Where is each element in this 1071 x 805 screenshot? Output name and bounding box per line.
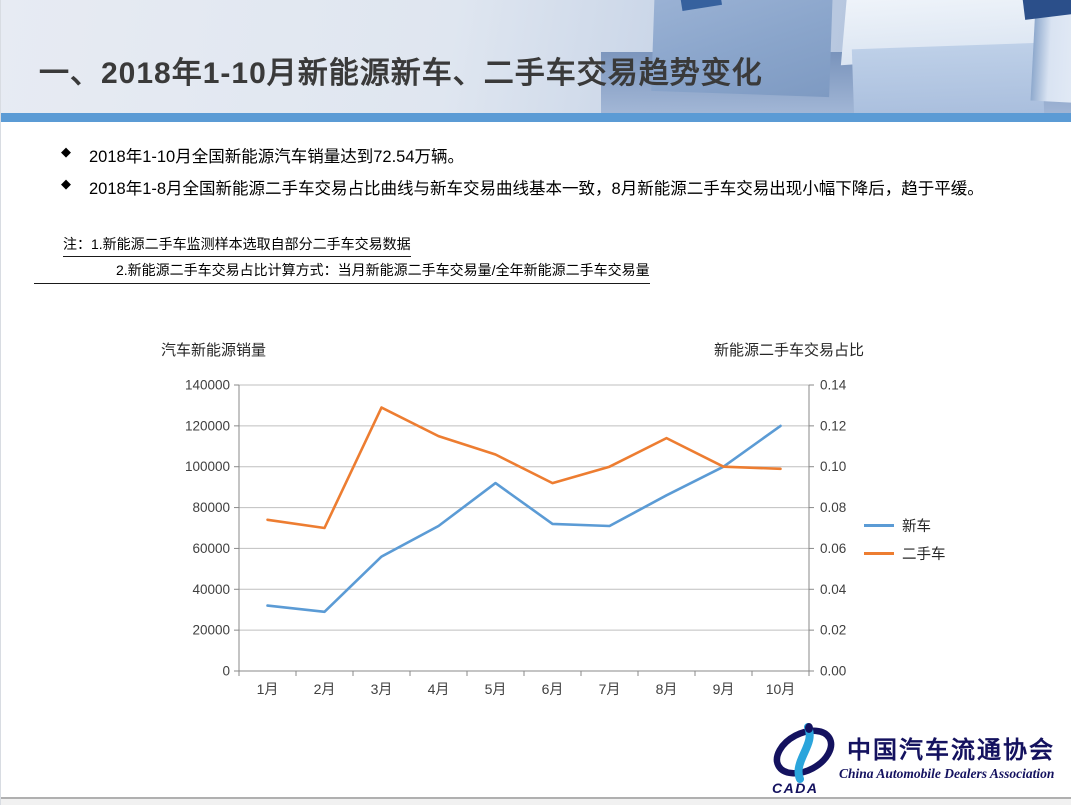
header-decoration-cube bbox=[851, 42, 1045, 113]
left-axis-tick-label: 40000 bbox=[192, 582, 230, 597]
legend-label: 新车 bbox=[902, 518, 931, 535]
header-decoration-cube bbox=[1030, 4, 1071, 104]
cada-logo: CADA 中国汽车流通协会 China Automobile Dealers A… bbox=[771, 720, 1071, 796]
logo-text-cn: 中国汽车流通协会 bbox=[847, 738, 1055, 764]
chart-area: 0 0.00 20000 0.02 40000 0.04 60000 0.06 80000 0.0… bbox=[151, 375, 871, 705]
left-axis-tick-label: 140000 bbox=[185, 378, 230, 393]
trend-line-chart: 0 0.00 20000 0.02 40000 0.04 60000 0.06 80000 0.0… bbox=[185, 378, 847, 698]
bullet-diamond-icon: ◆ bbox=[61, 176, 71, 191]
bullet-text: 2018年1-10月全国新能源汽车销量达到72.54万辆。 bbox=[89, 148, 465, 166]
x-axis-category-label: 8月 bbox=[656, 681, 678, 697]
slide-bottom-strip bbox=[1, 799, 1071, 805]
series-line-二手车 bbox=[266, 406, 782, 530]
bullet-item: ◆ 2018年1-8月全国新能源二手车交易占比曲线与新车交易曲线基本一致，8月新… bbox=[61, 173, 1021, 205]
right-axis-tick-label: 0.00 bbox=[820, 664, 846, 679]
right-axis-tick-label: 0.14 bbox=[820, 378, 847, 393]
x-axis-category-label: 9月 bbox=[713, 681, 735, 697]
slide-header: 一、2018年1-10月新能源新车、二手车交易趋势变化 bbox=[1, 0, 1071, 113]
left-axis-tick-label: 80000 bbox=[192, 500, 230, 515]
left-axis-tick-label: 100000 bbox=[185, 459, 230, 474]
left-axis-tick-label: 120000 bbox=[185, 418, 230, 433]
slide-bottom-edge bbox=[1, 797, 1071, 799]
left-axis-title: 汽车新能源销量 bbox=[161, 342, 267, 359]
right-axis-tick-label: 0.08 bbox=[820, 500, 846, 515]
bullet-diamond-icon: ◆ bbox=[61, 144, 71, 159]
chart-note: 2.新能源二手车交易占比计算方式：当月新能源二手车交易量/全年新能源二手车交易量 bbox=[34, 260, 650, 284]
legend-line-icon bbox=[864, 551, 894, 555]
cada-logo-text: CADA bbox=[772, 780, 818, 796]
series-line-新车 bbox=[266, 424, 782, 614]
right-axis-tick-label: 0.10 bbox=[820, 459, 846, 474]
slide-title: 一、2018年1-10月新能源新车、二手车交易趋势变化 bbox=[39, 57, 763, 90]
cada-logo-emblem-icon: CADA bbox=[772, 723, 835, 796]
left-axis-tick-label: 60000 bbox=[192, 541, 230, 556]
chart-legend: 新车 二手车 bbox=[864, 511, 946, 567]
logo-text-en: China Automobile Dealers Association bbox=[839, 766, 1055, 781]
x-axis-category-label: 1月 bbox=[257, 681, 279, 697]
x-axis-category-label: 10月 bbox=[766, 681, 796, 697]
x-axis-category-label: 7月 bbox=[599, 681, 621, 697]
legend-item: 新车 bbox=[864, 511, 946, 539]
left-axis-tick-label: 20000 bbox=[192, 623, 230, 638]
bullet-item: ◆ 2018年1-10月全国新能源汽车销量达到72.54万辆。 bbox=[61, 141, 1021, 173]
bullet-text: 2018年1-8月全国新能源二手车交易占比曲线与新车交易曲线基本一致，8月新能源… bbox=[89, 180, 984, 198]
x-axis-category-label: 5月 bbox=[485, 681, 507, 697]
right-axis-tick-label: 0.04 bbox=[820, 582, 847, 597]
right-axis-title: 新能源二手车交易占比 bbox=[714, 342, 865, 359]
x-axis-category-label: 6月 bbox=[542, 681, 564, 697]
right-axis-tick-label: 0.06 bbox=[820, 541, 846, 556]
legend-item: 二手车 bbox=[864, 539, 946, 567]
right-axis-tick-label: 0.02 bbox=[820, 623, 846, 638]
legend-line-icon bbox=[864, 523, 894, 527]
x-axis-category-label: 2月 bbox=[314, 681, 336, 697]
chart-note: 注：1.新能源二手车监测样本选取自部分二手车交易数据 bbox=[63, 234, 411, 257]
legend-label: 二手车 bbox=[902, 546, 946, 563]
x-axis-category-label: 4月 bbox=[428, 681, 450, 697]
right-axis-tick-label: 0.12 bbox=[820, 418, 846, 433]
x-axis-category-label: 3月 bbox=[371, 681, 393, 697]
header-accent-bar bbox=[1, 113, 1071, 122]
left-axis-tick-label: 0 bbox=[222, 664, 230, 679]
